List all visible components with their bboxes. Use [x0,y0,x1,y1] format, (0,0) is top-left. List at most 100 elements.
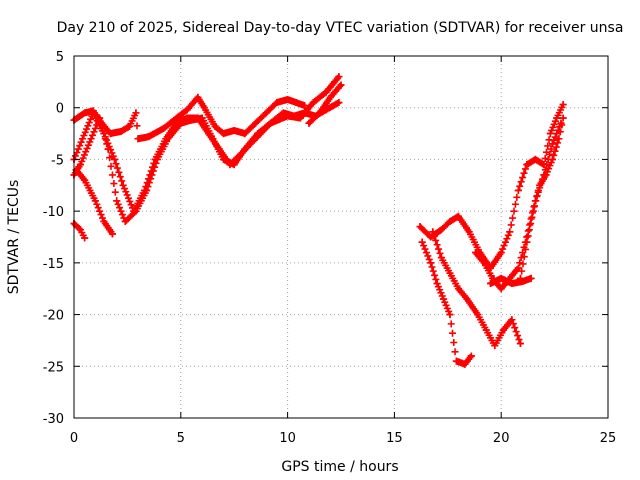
data-point [132,207,140,215]
data-point [111,155,119,163]
data-point [100,217,108,225]
data-point [91,197,99,205]
data-point [81,234,89,242]
data-point [529,207,537,215]
data-point [81,109,89,117]
data-point [463,295,471,303]
data-point [546,130,554,138]
data-points [70,73,567,368]
data-point [104,145,112,153]
data-point [220,130,228,138]
data-point [143,186,151,194]
data-point [497,274,505,282]
y-tick-label: -30 [43,412,64,427]
data-point [440,295,448,303]
data-point [273,99,281,107]
data-point [79,135,87,143]
x-tick-label: 10 [279,431,296,446]
data-point [252,119,260,127]
data-point [497,249,505,257]
data-point [183,106,191,114]
data-point [482,326,490,334]
series-track-4 [72,166,116,238]
data-point [284,112,292,120]
data-point [241,145,249,153]
data-point [106,130,114,138]
axis-ticks: 0 5 10 15 20 25 -30 -25 -20 -15 -10 -5 0 5 [43,50,617,446]
data-point [230,161,238,169]
series-track-12 [516,114,567,282]
data-point [209,135,217,143]
data-point [559,101,567,109]
data-point [316,109,324,117]
data-point [536,181,544,189]
data-point [553,114,561,122]
data-point [499,326,507,334]
data-point [292,99,300,107]
data-point [523,161,531,169]
data-point [194,93,202,101]
data-point [335,99,343,107]
data-point [89,109,97,117]
data-point [254,130,262,138]
y-axis-label: SDTVAR / TECUs [6,180,22,295]
data-point [87,135,95,143]
data-point [465,228,473,236]
data-point [437,254,445,262]
data-point [164,135,172,143]
data-point [119,181,127,189]
data-point [309,99,317,107]
y-tick-label: -15 [43,257,64,272]
data-point [559,114,567,122]
data-point [153,155,161,163]
data-point [491,342,499,350]
data-point [454,212,462,220]
data-point [467,352,475,360]
data-point [506,228,514,236]
data-point [548,155,556,163]
data-point [230,126,238,134]
y-tick-label: -20 [43,309,64,324]
data-point [145,133,153,141]
data-point [262,109,270,117]
data-point [472,249,480,257]
data-point [267,119,275,127]
x-tick-label: 20 [493,431,510,446]
data-point [211,122,219,130]
data-point [548,140,556,148]
y-tick-label: -10 [43,205,64,220]
data-point [200,104,208,112]
data-point [117,128,125,136]
data-point [134,135,142,143]
data-point [480,259,488,267]
y-tick-label: 5 [56,50,64,65]
data-point [76,161,84,169]
data-point [527,274,535,282]
data-point [121,217,129,225]
data-point [531,155,539,163]
data-point [452,357,460,365]
data-point [187,116,195,124]
data-point [335,73,343,81]
data-point [497,285,505,293]
data-point [305,119,313,127]
data-point [474,311,482,319]
data-point [427,233,435,241]
series-track-6 [305,81,345,127]
series-track-3 [70,73,343,225]
data-point [132,109,140,117]
data-point [96,114,104,122]
data-point [177,119,185,127]
series-track-9 [429,228,524,350]
series-track-5 [70,220,89,242]
x-tick-label: 5 [177,431,185,446]
y-tick-label: -25 [43,360,64,375]
series-track-10 [472,119,565,293]
y-tick-label: 0 [56,102,64,117]
series-track-8 [418,238,475,368]
data-point [446,269,454,277]
x-tick-label: 15 [386,431,403,446]
data-point [461,360,469,368]
data-point [429,228,437,236]
data-point [198,114,206,122]
